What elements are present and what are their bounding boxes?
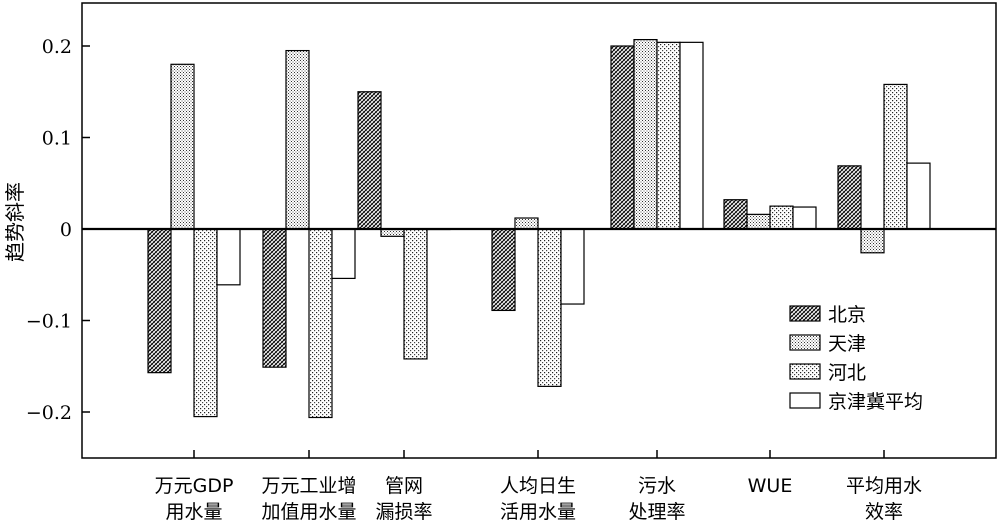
bar-3-cat-2	[308, 228, 333, 419]
bar-2-cat-7	[860, 228, 885, 254]
bar-4-cat-6	[792, 206, 817, 230]
bars	[147, 38, 931, 419]
category-label: 管网	[385, 475, 423, 497]
y-tick-label: 0	[60, 219, 72, 241]
category-label: 污水	[638, 475, 676, 497]
bar-1-cat-2	[262, 228, 287, 368]
category-label: 人均日生	[500, 475, 576, 497]
legend-swatch	[789, 363, 821, 380]
bar-4-cat-1	[216, 228, 241, 286]
bar-4-cat-7	[906, 162, 931, 230]
bar-3-cat-4	[537, 228, 562, 387]
bar-2-cat-1	[170, 63, 195, 230]
category-label: 万元GDP	[155, 475, 234, 497]
category-label: 活用水量	[500, 501, 576, 521]
bar-1-cat-5	[610, 45, 635, 230]
plot-frame	[81, 2, 997, 459]
y-tick-label: −0.1	[26, 311, 72, 333]
legend-label: 天津	[828, 333, 866, 355]
category-label: 漏损率	[375, 501, 432, 521]
bar-2-cat-4	[514, 217, 539, 230]
bar-2-cat-6	[746, 213, 771, 230]
bar-2-cat-2	[285, 49, 310, 230]
legend-swatch	[789, 334, 821, 351]
category-label: 平均用水	[846, 475, 922, 497]
y-axis-title: 趋势斜率	[3, 182, 27, 262]
category-label: 效率	[865, 501, 903, 521]
bar-3-cat-7	[883, 83, 908, 230]
category-label: 用水量	[165, 501, 222, 521]
bar-1-cat-7	[837, 165, 862, 230]
y-axis-ticks: 0.2 0.1 0 −0.1 −0.2	[26, 36, 90, 424]
y-tick-label: 0.2	[42, 36, 72, 58]
bar-2-cat-5	[633, 38, 658, 230]
bar-1-cat-4	[491, 228, 516, 312]
bar-1-cat-6	[723, 199, 748, 230]
bar-3-cat-5	[656, 41, 681, 230]
bar-4-cat-5	[679, 41, 704, 230]
bar-3-cat-3	[403, 228, 428, 360]
category-label: 万元工业增	[261, 475, 356, 497]
bar-4-cat-4	[560, 228, 585, 305]
legend-label: 京津冀平均	[828, 391, 923, 413]
y-tick-label: 0.1	[42, 128, 72, 150]
bar-1-cat-1	[147, 228, 172, 374]
legend-swatch	[789, 305, 821, 322]
bar-4-cat-2	[331, 228, 356, 280]
y-tick-label: −0.2	[26, 402, 72, 424]
bar-3-cat-1	[193, 228, 218, 418]
category-label: 处理率	[628, 501, 685, 521]
legend-label: 北京	[828, 304, 866, 326]
category-label: 加值用水量	[261, 501, 356, 521]
bar-1-cat-3	[357, 91, 382, 230]
legend-label: 河北	[828, 362, 866, 384]
legend-swatch	[789, 392, 821, 409]
bar-3-cat-6	[769, 205, 794, 230]
category-label: WUE	[748, 475, 793, 497]
